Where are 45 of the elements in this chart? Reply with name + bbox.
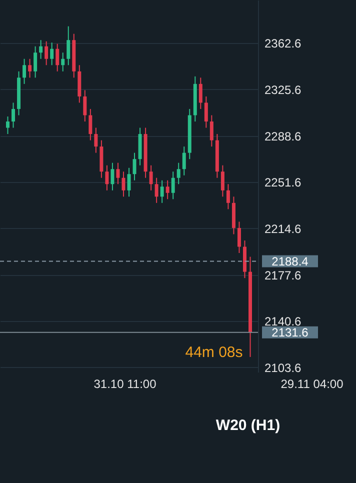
candlestick [166, 180, 170, 200]
candlestick [122, 171, 126, 198]
candlestick [116, 162, 120, 185]
ref-line-label: 2188.4 [272, 254, 309, 268]
candlestick [83, 90, 87, 122]
text: W20 (H1) [216, 417, 280, 434]
candlestick [66, 26, 70, 66]
y-tick-label: 2325.6 [264, 82, 302, 97]
candlestick [44, 40, 48, 66]
candlestick [198, 77, 202, 110]
candlestick [110, 162, 114, 191]
candlestick [176, 162, 180, 185]
annotation: 44m 08s [185, 344, 243, 361]
y-tick-label: 2288.6 [264, 129, 302, 144]
candlestick [149, 164, 153, 191]
candlestick [210, 114, 214, 148]
candlestick [160, 180, 164, 204]
text: 31.10 11:00 [94, 377, 157, 391]
candlestick [50, 42, 54, 66]
candlestick [127, 167, 131, 198]
y-tick-label: 2177.6 [264, 268, 302, 282]
candlestick [154, 177, 158, 204]
candlestick [12, 102, 16, 128]
candlestick [6, 116, 10, 135]
candlestick [132, 152, 136, 181]
candlestick [182, 146, 186, 176]
y-tick-label: 2214.6 [264, 222, 302, 236]
candlestick [56, 43, 60, 72]
candlestick [22, 58, 26, 84]
candlestick [94, 127, 98, 154]
y-tick-label: 2251.6 [264, 176, 302, 190]
candlestick [226, 184, 230, 210]
candlestick [105, 164, 109, 191]
y-tick-label: 2103.6 [264, 360, 302, 375]
candlestick [204, 96, 208, 128]
y-tick-label: 2362.6 [264, 36, 302, 51]
candlestick [39, 40, 43, 60]
candlestick [171, 171, 175, 200]
candlestick [61, 52, 65, 72]
text: 29.11 04:00 [280, 377, 344, 391]
candlestick [28, 58, 32, 78]
candlestick [88, 108, 92, 141]
candlestick [237, 221, 241, 254]
candlestick [34, 46, 38, 78]
candlestick [220, 164, 224, 198]
